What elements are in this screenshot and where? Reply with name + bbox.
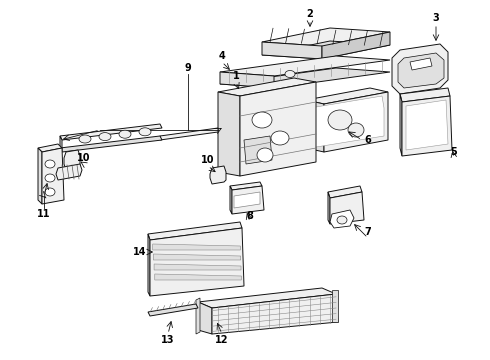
Polygon shape (64, 150, 80, 170)
Text: 8: 8 (246, 211, 253, 221)
Text: 13: 13 (161, 335, 175, 345)
Ellipse shape (139, 128, 151, 136)
Polygon shape (60, 136, 162, 152)
Ellipse shape (337, 216, 347, 224)
Polygon shape (218, 92, 240, 176)
Polygon shape (328, 192, 330, 224)
Polygon shape (406, 100, 448, 150)
Polygon shape (60, 136, 62, 152)
Text: 2: 2 (307, 9, 314, 19)
Text: 9: 9 (185, 63, 192, 73)
Polygon shape (198, 302, 212, 334)
Text: 7: 7 (365, 227, 371, 237)
Polygon shape (42, 148, 64, 204)
Polygon shape (244, 136, 272, 164)
Ellipse shape (119, 130, 131, 138)
Polygon shape (262, 42, 322, 59)
Polygon shape (155, 274, 242, 280)
Polygon shape (232, 186, 264, 214)
Polygon shape (306, 100, 324, 152)
Text: 10: 10 (77, 153, 91, 163)
Polygon shape (154, 264, 241, 270)
Polygon shape (60, 124, 162, 140)
Polygon shape (402, 96, 452, 156)
Text: 12: 12 (215, 335, 229, 345)
Polygon shape (262, 41, 390, 59)
Polygon shape (330, 210, 354, 228)
Polygon shape (150, 228, 244, 296)
Ellipse shape (79, 135, 91, 143)
Polygon shape (148, 234, 150, 296)
Polygon shape (220, 72, 274, 88)
Polygon shape (230, 186, 232, 214)
Polygon shape (398, 53, 444, 88)
Polygon shape (220, 56, 390, 76)
Polygon shape (400, 94, 402, 156)
Polygon shape (332, 290, 338, 322)
Polygon shape (400, 88, 450, 102)
Text: 3: 3 (433, 13, 440, 23)
Polygon shape (220, 68, 390, 88)
Polygon shape (240, 82, 316, 176)
Polygon shape (56, 164, 82, 180)
Ellipse shape (252, 112, 272, 128)
Polygon shape (324, 92, 388, 152)
Ellipse shape (45, 160, 55, 168)
Polygon shape (160, 128, 218, 140)
Text: 5: 5 (451, 147, 457, 157)
Polygon shape (230, 182, 262, 190)
Polygon shape (153, 254, 241, 260)
Polygon shape (212, 294, 338, 334)
Text: 1: 1 (233, 71, 240, 81)
Ellipse shape (45, 174, 55, 182)
Text: 11: 11 (37, 209, 51, 219)
Polygon shape (234, 192, 260, 208)
Polygon shape (148, 304, 198, 316)
Ellipse shape (99, 132, 111, 141)
Polygon shape (153, 244, 240, 250)
Ellipse shape (271, 131, 289, 145)
Ellipse shape (285, 71, 295, 77)
Text: 14: 14 (133, 247, 147, 257)
Polygon shape (38, 144, 62, 152)
Polygon shape (330, 192, 364, 224)
Polygon shape (218, 78, 316, 96)
Polygon shape (38, 148, 42, 204)
Ellipse shape (348, 123, 364, 137)
Polygon shape (196, 298, 200, 334)
Ellipse shape (45, 188, 55, 196)
Polygon shape (198, 288, 336, 308)
Polygon shape (306, 88, 388, 104)
Polygon shape (392, 44, 448, 94)
Text: 10: 10 (201, 155, 215, 165)
Text: 6: 6 (365, 135, 371, 145)
Ellipse shape (257, 148, 273, 162)
Polygon shape (310, 96, 384, 148)
Polygon shape (322, 32, 390, 59)
Text: 4: 4 (219, 51, 225, 61)
Polygon shape (210, 166, 226, 184)
Polygon shape (328, 186, 362, 198)
Polygon shape (148, 222, 242, 240)
Polygon shape (410, 58, 432, 70)
Polygon shape (262, 28, 390, 46)
Ellipse shape (328, 110, 352, 130)
